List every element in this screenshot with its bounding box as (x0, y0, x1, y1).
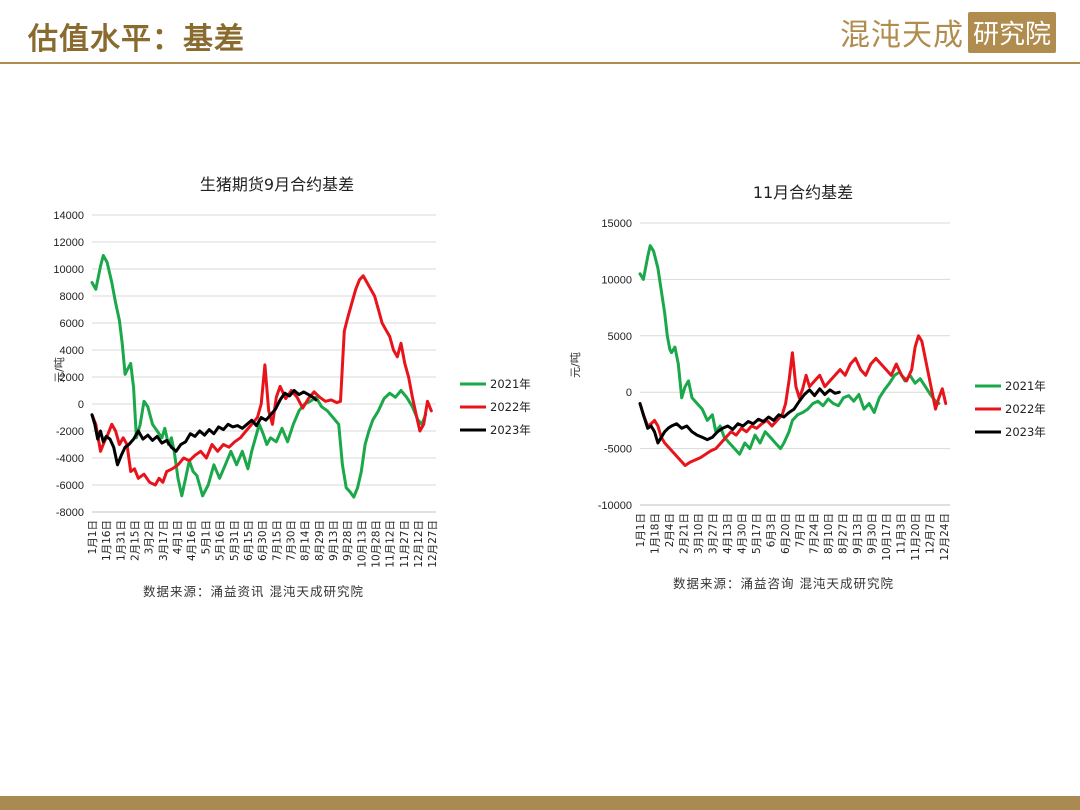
x-tick-label: 2月21日 (678, 513, 690, 554)
x-tick-label: 3月27日 (707, 513, 719, 554)
y-tick-label: -8000 (56, 507, 84, 519)
y-tick-label: 14000 (53, 210, 84, 222)
x-tick-label: 5月16日 (215, 520, 227, 561)
chart-title: 生猪期货9月合约基差 (200, 175, 354, 194)
x-tick-label: 1月1日 (635, 513, 647, 547)
x-tick-label: 5月17日 (751, 513, 763, 554)
x-tick-label: 7月30日 (285, 520, 297, 561)
x-tick-label: 3月2日 (144, 520, 156, 554)
y-tick-label: 8000 (60, 291, 84, 303)
brand-logo: 混沌天成 研究院 (839, 11, 1056, 53)
header: 估值水平：基差 混沌天成 研究院 (0, 0, 1080, 62)
x-tick-label: 1月18日 (649, 513, 661, 554)
y-tick-label: 0 (626, 387, 632, 399)
series-line-2022年 (638, 334, 948, 467)
y-tick-label: 6000 (60, 318, 84, 330)
x-tick-label: 10月13日 (356, 520, 368, 568)
x-tick-label: 9月28日 (342, 520, 354, 561)
x-tick-label: 11月12日 (385, 520, 397, 568)
y-tick-label: 2000 (60, 372, 84, 384)
left-source-note: 数据来源：涌益资讯 混沌天成研究院 (143, 584, 364, 599)
x-tick-label: 6月15日 (243, 520, 255, 561)
x-tick-label: 1月1日 (87, 520, 99, 554)
y-tick-label: 10000 (53, 264, 84, 276)
x-tick-label: 11月27日 (399, 520, 411, 568)
y-tick-label: -6000 (56, 480, 84, 492)
x-tick-label: 9月30日 (867, 513, 879, 554)
page-title: 估值水平：基差 (28, 22, 245, 57)
x-tick-label: 8月10日 (823, 513, 835, 554)
x-tick-label: 4月16日 (186, 520, 198, 561)
x-tick-label: 8月14日 (300, 520, 312, 561)
y-tick-label: -4000 (56, 453, 84, 465)
x-tick-label: 4月13日 (722, 513, 734, 554)
y-tick-label: 4000 (60, 345, 84, 357)
x-tick-label: 4月30日 (736, 513, 748, 554)
x-tick-label: 5月31日 (229, 520, 241, 561)
legend-label: 2021年 (490, 377, 531, 391)
x-tick-label: 3月10日 (693, 513, 705, 554)
legend-label: 2023年 (490, 423, 531, 437)
x-tick-label: 12月27日 (427, 520, 439, 568)
x-tick-label: 12月7日 (925, 513, 937, 554)
y-tick-label: -5000 (604, 444, 632, 456)
legend-label: 2023年 (1005, 425, 1046, 439)
x-tick-label: 10月17日 (881, 513, 893, 561)
legend-label: 2022年 (1005, 402, 1046, 416)
y-tick-label: 12000 (53, 237, 84, 249)
x-tick-label: 9月13日 (852, 513, 864, 554)
x-tick-label: 7月7日 (794, 513, 806, 547)
brand-text: 混沌天成 (839, 18, 964, 53)
x-tick-label: 5月1日 (200, 520, 212, 554)
series-line-2021年 (90, 254, 428, 499)
footer-bar (0, 796, 1080, 810)
x-tick-label: 1月31日 (115, 520, 127, 561)
y-axis-label: 元/吨 (53, 357, 66, 383)
brand-box: 研究院 (967, 11, 1056, 53)
x-tick-label: 1月16日 (101, 520, 113, 561)
y-axis-label: 元/吨 (569, 352, 582, 378)
x-tick-label: 2月15日 (130, 520, 142, 561)
y-tick-label: 0 (78, 399, 84, 411)
x-tick-label: 9月13日 (328, 520, 340, 561)
x-tick-label: 7月15日 (271, 520, 283, 561)
x-tick-label: 8月27日 (838, 513, 850, 554)
series-line-2023年 (638, 387, 841, 445)
series-line-2021年 (638, 244, 941, 456)
legend-label: 2021年 (1005, 379, 1046, 393)
x-tick-label: 12月12日 (413, 520, 425, 568)
chart-title: 11月合约基差 (753, 183, 853, 202)
x-tick-label: 4月1日 (172, 520, 184, 554)
x-tick-label: 12月24日 (939, 513, 951, 561)
series-line-2023年 (90, 389, 318, 467)
right-source-note: 数据来源：涌益咨询 混沌天成研究院 (673, 576, 894, 591)
legend-label: 2022年 (490, 400, 531, 414)
y-tick-label: -2000 (56, 426, 84, 438)
x-tick-label: 11月20日 (910, 513, 922, 561)
x-tick-label: 6月30日 (257, 520, 269, 561)
x-tick-label: 10月28日 (371, 520, 383, 568)
x-tick-label: 2月4日 (664, 513, 676, 547)
series-line-2022年 (90, 274, 433, 487)
y-tick-label: 5000 (608, 331, 632, 343)
header-rule (0, 62, 1080, 64)
x-tick-label: 8月29日 (314, 520, 326, 561)
x-tick-label: 3月17日 (158, 520, 170, 561)
y-tick-label: -10000 (598, 500, 632, 512)
x-tick-label: 11月3日 (896, 513, 908, 554)
x-tick-label: 6月3日 (765, 513, 777, 547)
x-tick-label: 7月24日 (809, 513, 821, 554)
y-tick-label: 10000 (601, 274, 632, 286)
x-tick-label: 6月20日 (780, 513, 792, 554)
y-tick-label: 15000 (601, 218, 632, 230)
